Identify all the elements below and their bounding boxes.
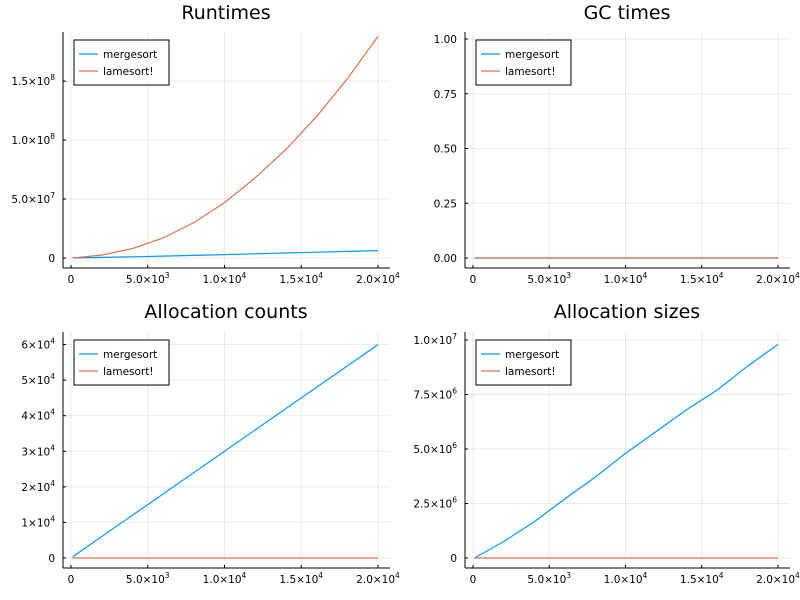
y-tick-label: 3×104 <box>21 443 55 458</box>
x-tick-label: 1.0×104 <box>203 271 247 286</box>
legend-label: lamesort! <box>103 66 154 78</box>
series-line-mergesort <box>72 344 379 558</box>
y-tick-label: 1.5×108 <box>11 73 55 88</box>
legend-label: lamesort! <box>505 366 556 378</box>
y-tick-label: 1.0×107 <box>413 332 457 347</box>
x-tick-label: 1.5×104 <box>680 271 724 286</box>
legend-box <box>475 39 572 86</box>
x-tick-label: 2.0×104 <box>756 271 800 286</box>
y-tick-label: 0.25 <box>434 198 457 210</box>
x-tick-label: 5.0×103 <box>126 271 170 286</box>
y-tick-label: 5×104 <box>21 372 55 387</box>
x-tick-label: 0 <box>470 274 477 286</box>
chart-panel-1: Runtimes 0 5.0×103 1.0×104 1.5×104 2.0×104 0 5.… <box>11 2 400 286</box>
series-line-mergesort <box>72 250 379 259</box>
y-tick-label: 2×104 <box>21 479 55 494</box>
legend-label: lamesort! <box>505 66 556 78</box>
x-tick-label: 1.0×104 <box>604 271 648 286</box>
y-tick-label: 6×104 <box>21 337 55 352</box>
y-tick-label: 0.50 <box>434 144 457 156</box>
y-tick-label: 1×104 <box>21 514 55 529</box>
chart-panel-3: Allocation counts 0 5.0×103 1.0×104 1.5×104 2… <box>21 301 400 586</box>
x-tick-label: 1.5×104 <box>279 271 323 286</box>
x-tick-label: 2.0×104 <box>356 571 400 586</box>
x-tick-label: 1.5×104 <box>680 571 724 586</box>
y-tick-label: 0.00 <box>434 253 457 265</box>
chart-title: Runtimes <box>181 2 270 24</box>
series-line-mergesort <box>474 343 779 559</box>
x-tick-label: 0 <box>470 574 477 586</box>
x-tick-label: 1.0×104 <box>604 571 648 586</box>
y-tick-label: 5.0×107 <box>11 191 55 206</box>
legend-box <box>73 339 170 386</box>
x-tick-label: 5.0×103 <box>126 571 170 586</box>
y-tick-label: 1.0×108 <box>11 132 55 147</box>
legend: mergesort lamesort! <box>73 339 170 386</box>
y-tick-label: 5.0×106 <box>413 441 457 456</box>
x-tick-label: 1.0×104 <box>203 571 247 586</box>
y-tick-label: 4×104 <box>21 408 55 423</box>
legend-label: mergesort <box>103 349 157 361</box>
chart-panel-4: Allocation sizes 0 5.0×103 1.0×104 1.5×104 2.… <box>413 301 800 586</box>
x-tick-label: 0 <box>68 274 75 286</box>
y-tick-label: 7.5×106 <box>413 387 457 402</box>
x-tick-label: 5.0×103 <box>527 571 571 586</box>
y-tick-label: 0 <box>450 553 457 565</box>
legend: mergesort lamesort! <box>475 39 572 86</box>
legend-box <box>475 339 572 386</box>
y-tick-label: 2.5×106 <box>413 496 457 511</box>
y-tick-label: 0.75 <box>434 89 457 101</box>
legend-label: mergesort <box>103 49 157 61</box>
x-tick-label: 1.5×104 <box>279 571 323 586</box>
legend-label: mergesort <box>505 349 559 361</box>
chart-panel-2: GC times 0 5.0×103 1.0×104 1.5×104 2.0×104 0.0… <box>434 2 800 286</box>
legend-box <box>73 39 170 86</box>
legend-label: lamesort! <box>103 366 154 378</box>
y-tick-label: 0 <box>48 553 55 565</box>
legend: mergesort lamesort! <box>73 39 170 86</box>
x-tick-label: 2.0×104 <box>356 271 400 286</box>
chart-title: Allocation sizes <box>554 301 700 323</box>
legend: mergesort lamesort! <box>475 339 572 386</box>
x-tick-label: 0 <box>68 574 75 586</box>
y-tick-label: 0 <box>48 253 55 265</box>
legend-label: mergesort <box>505 49 559 61</box>
chart-title: GC times <box>584 2 671 24</box>
x-tick-label: 5.0×103 <box>527 271 571 286</box>
chart-title: Allocation counts <box>144 301 307 323</box>
y-tick-label: 1.00 <box>434 34 457 46</box>
x-tick-label: 2.0×104 <box>756 571 800 586</box>
series-line-lamesort <box>72 36 379 259</box>
